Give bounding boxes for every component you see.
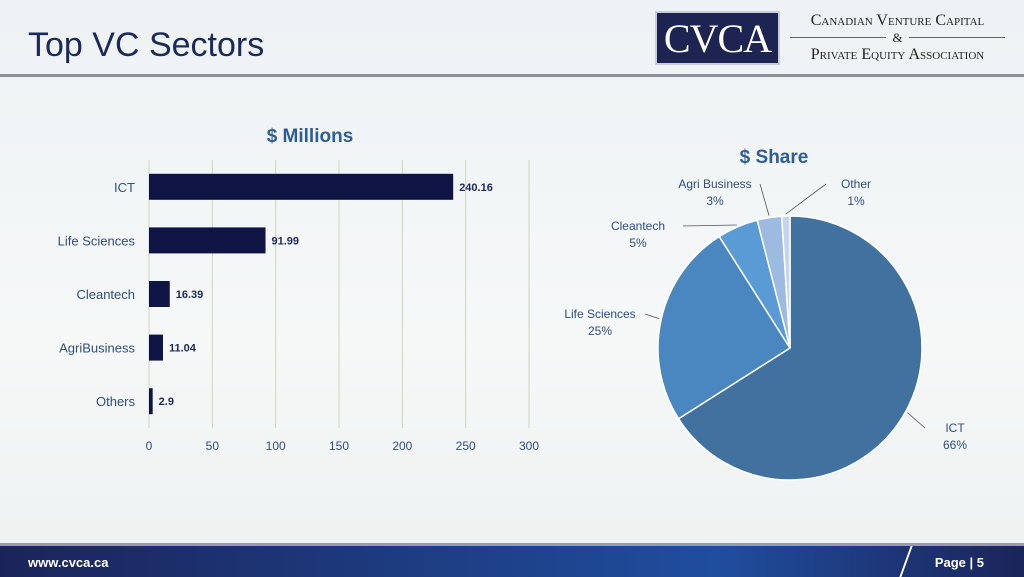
pie-slice-ict bbox=[677, 215, 923, 481]
pie-slice-other bbox=[780, 215, 791, 349]
page-number: Page | 5 bbox=[934, 555, 984, 570]
pie-percent-label: 25% bbox=[588, 324, 612, 338]
footer: www.cvca.ca Page | 5 bbox=[0, 543, 1024, 577]
bar-agribusiness bbox=[149, 334, 163, 361]
leader-line bbox=[907, 412, 926, 429]
bar-chart: $ Millions 0 50 100 150 200 250 300 ICT 240.16 Lif… bbox=[58, 126, 540, 453]
x-tick-label: 150 bbox=[329, 439, 349, 453]
x-tick-label: 100 bbox=[266, 439, 286, 453]
data-label: 11.04 bbox=[169, 343, 197, 355]
pie-category-label: Agri Business bbox=[678, 177, 751, 191]
pie-category-label: ICT bbox=[945, 421, 965, 435]
cvca-logo: CVCA bbox=[655, 11, 780, 65]
bar-life-sciences bbox=[149, 227, 266, 254]
bar-cleantech bbox=[149, 281, 170, 307]
pie-percent-label: 3% bbox=[706, 194, 724, 208]
category-label: AgriBusiness bbox=[59, 341, 135, 356]
leader-line bbox=[644, 313, 660, 320]
pie-percent-label: 1% bbox=[847, 194, 865, 208]
data-label: 16.39 bbox=[176, 289, 204, 301]
pie-chart: $ Share ICT 66% Life Sciences 25% Cleantech 5%… bbox=[564, 147, 967, 481]
category-label: Life Sciences bbox=[58, 233, 136, 248]
org-ampersand: & bbox=[892, 30, 903, 45]
leader-line bbox=[759, 183, 770, 216]
category-label: Others bbox=[96, 394, 136, 409]
pie-category-label: Other bbox=[841, 177, 871, 191]
pie-slice-life-sciences bbox=[657, 235, 792, 420]
category-label: ICT bbox=[114, 180, 135, 195]
bar-ict bbox=[149, 173, 454, 200]
pie-category-label: Life Sciences bbox=[564, 307, 635, 321]
x-tick-label: 200 bbox=[392, 439, 412, 453]
pie-category-label: Cleantech bbox=[611, 219, 665, 233]
org-line-1: Canadian Venture Capital bbox=[810, 12, 985, 29]
organization-name: Canadian Venture Capital & Private Equit… bbox=[790, 12, 1005, 63]
x-tick-label: 300 bbox=[519, 439, 539, 453]
data-label: 240.16 bbox=[459, 182, 493, 194]
x-tick-label: 0 bbox=[146, 439, 153, 453]
slide-title: Top VC Sectors bbox=[28, 26, 265, 64]
footer-url[interactable]: www.cvca.ca bbox=[28, 555, 109, 570]
x-tick-label: 250 bbox=[456, 439, 476, 453]
org-line-2: Private Equity Association bbox=[810, 46, 985, 63]
data-label: 91.99 bbox=[272, 235, 300, 247]
bar-chart-title: $ Millions bbox=[267, 126, 354, 147]
pie-percent-label: 66% bbox=[943, 438, 967, 452]
pie-chart-title: $ Share bbox=[740, 147, 809, 168]
data-label: 2.9 bbox=[159, 396, 174, 408]
x-tick-label: 50 bbox=[206, 439, 220, 453]
header-divider bbox=[0, 74, 1024, 77]
bar-others bbox=[149, 388, 153, 415]
leader-line bbox=[682, 224, 737, 227]
leader-line bbox=[785, 183, 827, 215]
pie-percent-label: 5% bbox=[629, 236, 647, 250]
category-label: Cleantech bbox=[76, 287, 135, 302]
